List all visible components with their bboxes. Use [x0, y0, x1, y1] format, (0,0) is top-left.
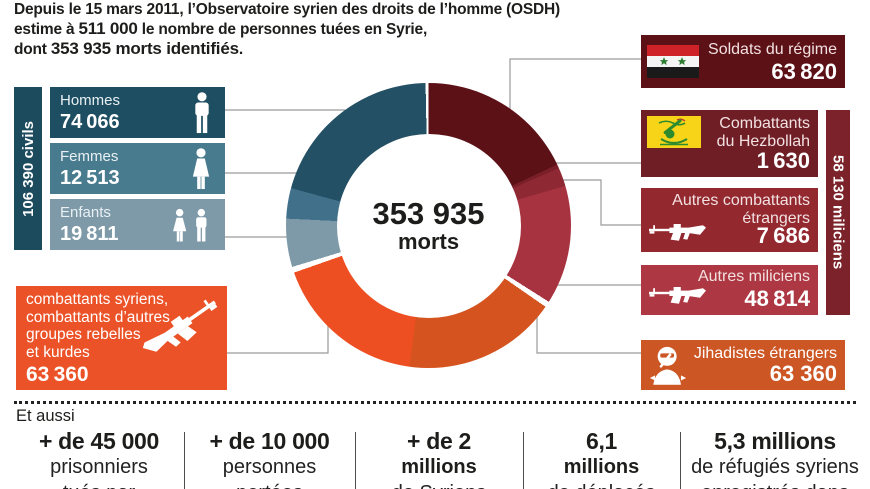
total-deaths-label: morts	[397, 228, 460, 254]
hezbollah-flag-icon	[647, 116, 701, 148]
autres-combattants-value: 7 686	[756, 223, 810, 248]
jihadistes-value: 63 360	[769, 361, 837, 386]
et-aussi-label: Et aussi	[16, 407, 75, 425]
rifle-icon	[649, 221, 715, 245]
stat-number: + de 10 000	[209, 428, 330, 454]
stat-box-rebelles: combattants syriens, combattants d’autre…	[16, 286, 227, 390]
rifle-icon	[649, 284, 715, 308]
hezbollah-label: Combattants du Hezbollah	[716, 115, 810, 150]
header-line-3: dont 353 935 morts identifiés.	[14, 39, 243, 58]
stat-box-jihadistes: Jihadistes étrangers 63 360	[641, 340, 845, 390]
syria-flag-icon	[647, 45, 699, 78]
stat-text: personnes	[222, 456, 317, 478]
enfants-value: 19 811	[60, 223, 119, 245]
dotted-separator	[14, 401, 856, 404]
header-line-1: Depuis le 15 mars 2011, l’Observatoire s…	[14, 1, 561, 18]
civils-total-bar: 106 390 civils	[14, 87, 42, 250]
stat-number: + de 45 000	[38, 428, 160, 454]
children-icon	[169, 208, 213, 241]
stat-box-enfants: Enfants 19 811	[50, 199, 225, 250]
bottom-stat-refugies: 5,3 millions de réfugiés syriens enregis…	[680, 428, 870, 489]
total-deaths-value: 353 935	[372, 195, 485, 231]
miliciens-total-label: 58 130 miliciens	[829, 155, 847, 270]
rebelles-label-line4: et kurdes	[26, 343, 90, 361]
stat-text: de déplacés	[523, 480, 680, 489]
femmes-label: Femmes	[60, 148, 119, 165]
stat-text: de Syriens	[355, 480, 523, 489]
connector-autres-combattants	[558, 179, 641, 226]
donut-center: 353 935 morts	[336, 133, 521, 318]
stat-box-autres-miliciens: Autres miliciens 48 814	[641, 265, 818, 315]
autres-miliciens-value: 48 814	[744, 286, 810, 311]
enfants-label: Enfants	[60, 204, 111, 221]
man-icon	[191, 92, 213, 134]
autres-miliciens-label: Autres miliciens	[697, 268, 810, 285]
stat-box-regime: Soldats du régime 63 820	[641, 35, 845, 88]
jihadist-fighter-icon	[649, 344, 687, 386]
stat-number: 5,3 millions	[714, 428, 836, 454]
header-line-2: estime à 511 000 le nombre de personnes …	[14, 19, 428, 38]
stat-box-hezbollah: Combattants du Hezbollah 1 630	[641, 110, 818, 177]
connector-jihadistes	[536, 305, 641, 354]
stat-number: millions	[563, 456, 640, 478]
femmes-value: 12 513	[60, 167, 120, 189]
civils-total-label: 106 390 civils	[19, 120, 37, 217]
bottom-stat-exiles: + de 2 millions de Syriens	[355, 428, 523, 489]
donut-chart: 353 935 morts	[286, 83, 571, 368]
stat-number: millions	[401, 456, 477, 478]
stat-text: tués par	[14, 480, 184, 489]
header-text: Depuis le 15 mars 2011, l’Observatoire s…	[14, 0, 654, 59]
woman-icon	[189, 148, 213, 190]
stat-number: + de 2	[406, 428, 472, 454]
stat-text: portées	[184, 480, 355, 489]
connector-rebelles	[227, 322, 329, 354]
hezbollah-value: 1 630	[756, 148, 810, 173]
rebelles-label-line2: combattants d’autres	[26, 308, 170, 326]
autres-combattants-label: Autres combattants étrangers	[672, 192, 810, 227]
stat-box-autres-combattants: Autres combattants étrangers 7 686	[641, 188, 818, 252]
column-divider	[523, 432, 524, 489]
hommes-label: Hommes	[60, 92, 121, 109]
stat-text: de réfugiés syriens	[691, 456, 859, 478]
column-divider	[680, 432, 681, 489]
jihadistes-label: Jihadistes étrangers	[693, 345, 837, 362]
bottom-stat-prisonniers: + de 45 000 prisonniers tués par	[14, 428, 184, 489]
stat-box-femmes: Femmes 12 513	[50, 143, 225, 194]
stat-text: prisonniers	[50, 456, 148, 478]
rebelles-label-line3: groupes rebelles	[26, 326, 141, 343]
column-divider	[184, 432, 185, 489]
miliciens-total-bar: 58 130 miliciens	[826, 110, 850, 315]
bottom-stat-deplaces: 6,1 millions de déplacés	[523, 428, 680, 489]
rebelles-label-line1: combattants syriens,	[26, 291, 169, 308]
stat-box-hommes: Hommes 74 066	[50, 87, 225, 138]
stat-number: 6,1	[585, 428, 618, 454]
connector-regime	[509, 58, 641, 112]
regime-label: Soldats du régime	[708, 41, 837, 58]
column-divider	[355, 432, 356, 489]
stat-text: enregistrés dans	[680, 480, 870, 489]
bottom-stat-disparus: + de 10 000 personnes portées	[184, 428, 355, 489]
regime-value: 63 820	[771, 59, 837, 84]
rebelles-value: 63 360	[26, 363, 89, 386]
hommes-value: 74 066	[60, 111, 120, 133]
